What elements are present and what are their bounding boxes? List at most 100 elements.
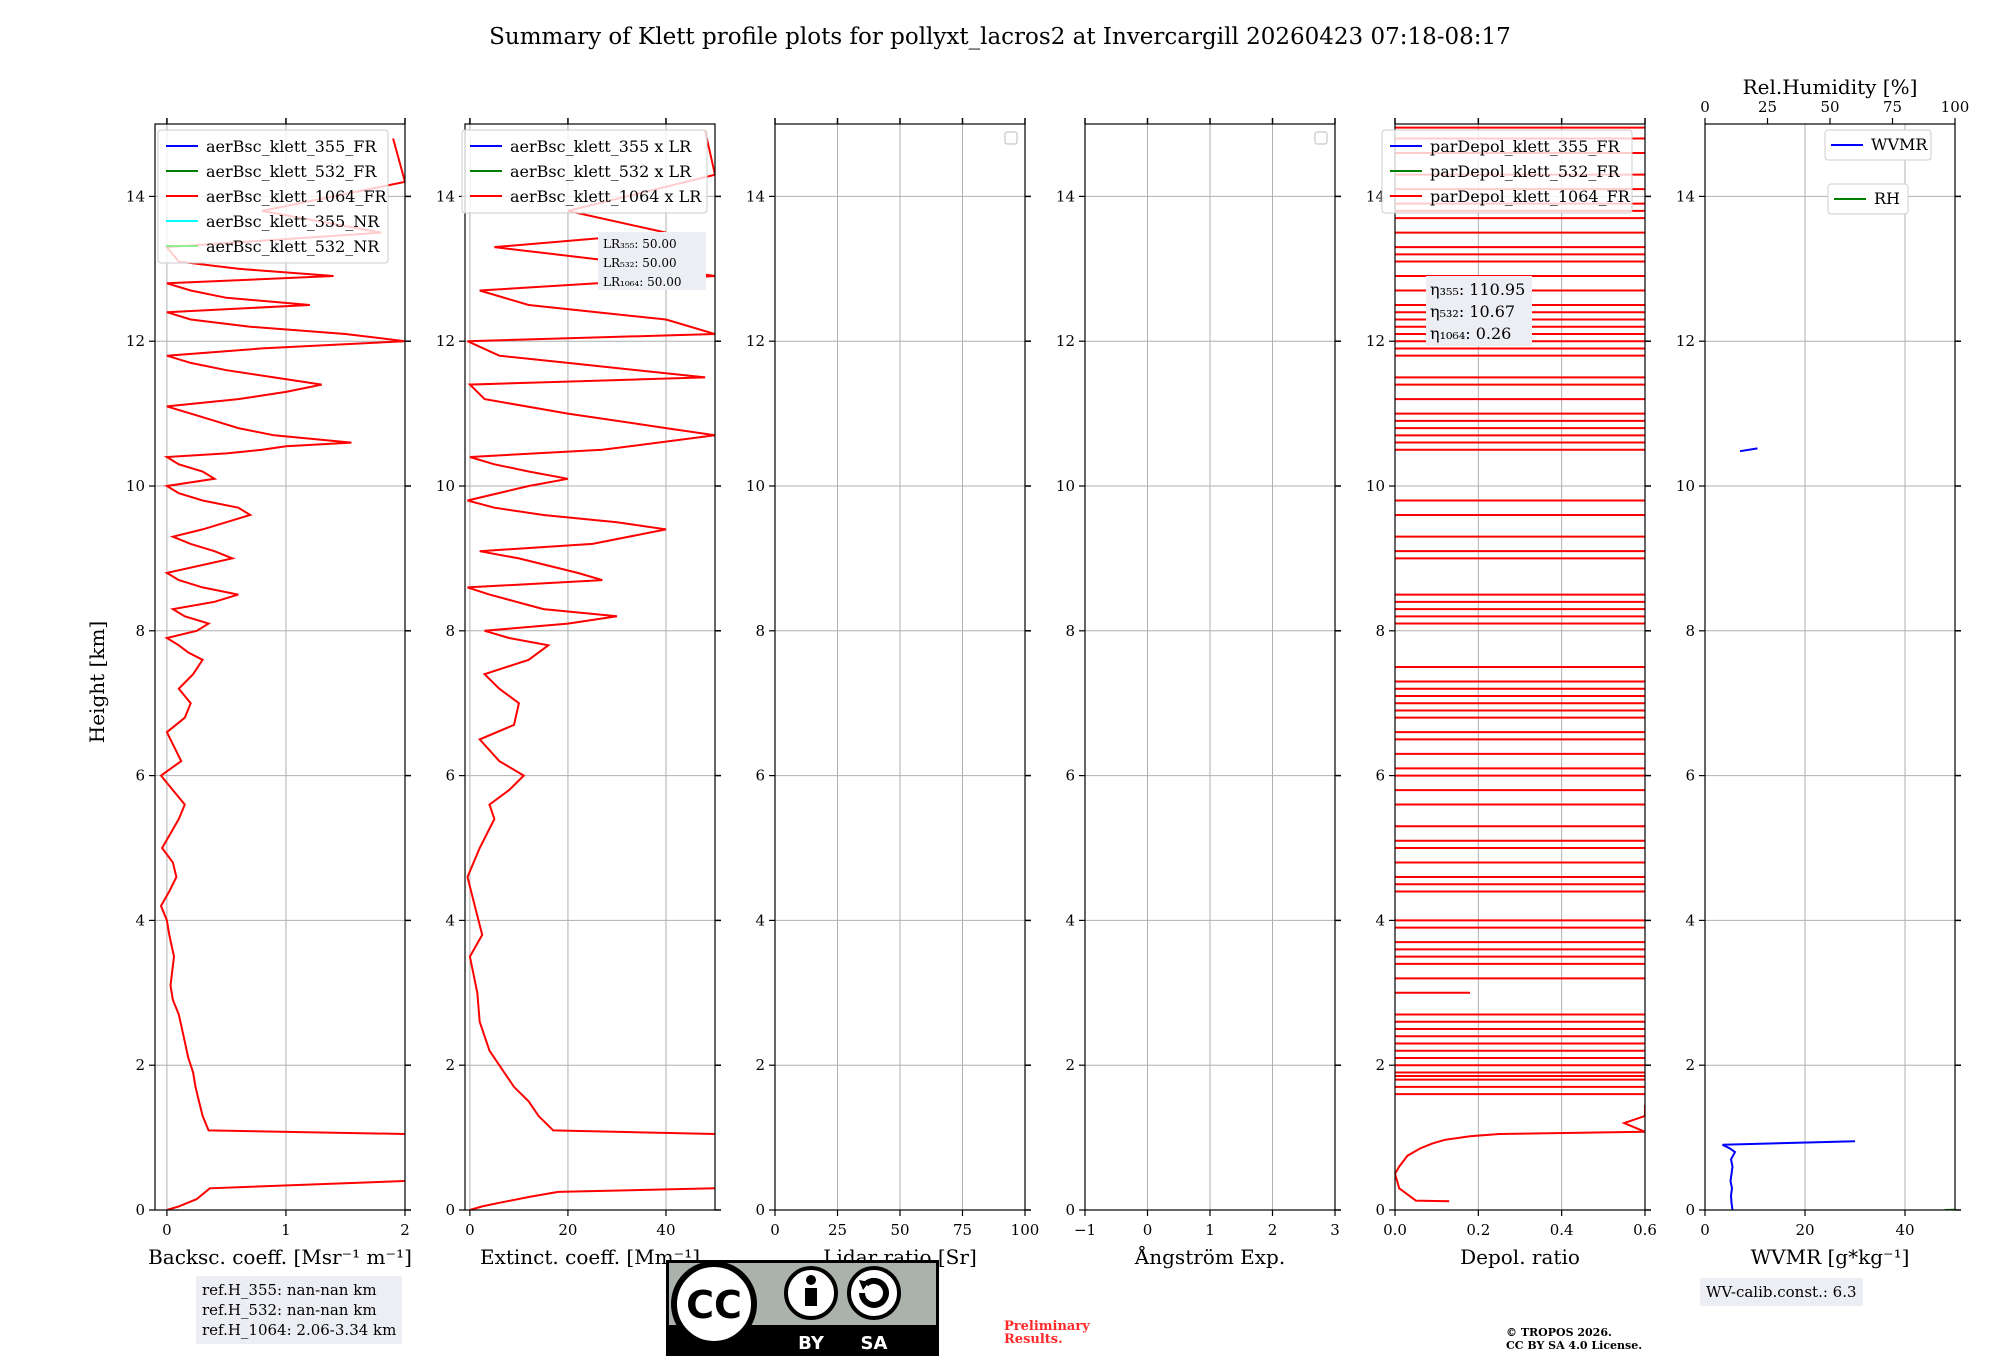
legend-label: aerBsc_klett_1064_FR xyxy=(206,187,388,206)
y-tick-label: 4 xyxy=(1065,911,1075,929)
y-tick-label: 4 xyxy=(1375,911,1385,929)
y-tick-label: 4 xyxy=(135,911,145,929)
wv-calib-box: WV-calib.const.: 6.3 xyxy=(1700,1278,1863,1306)
legend-box xyxy=(157,129,389,264)
y-tick-label: 0 xyxy=(755,1201,765,1219)
y-tick-label: 10 xyxy=(126,477,145,495)
lr-box xyxy=(598,232,706,290)
y-tick-label: 6 xyxy=(1375,767,1385,785)
top-x-tick-label: 100 xyxy=(1941,98,1970,116)
x-tick-label: 20 xyxy=(1795,1221,1814,1239)
legend-label: aerBsc_klett_1064 x LR xyxy=(510,187,702,206)
x-tick-label: 0.4 xyxy=(1550,1221,1574,1239)
ref-h-355: ref.H_355: nan-nan km xyxy=(202,1281,377,1299)
y-tick-label: 10 xyxy=(436,477,455,495)
lr-label: LR₅₃₂: 50.00 xyxy=(603,256,677,270)
y-tick-label: 14 xyxy=(436,187,455,205)
x-tick-label: 40 xyxy=(656,1221,675,1239)
series-group xyxy=(1722,447,1955,1210)
y-tick-label: 0 xyxy=(1685,1201,1695,1219)
axes-frame xyxy=(1704,123,1956,1211)
x-tick-label: 0 xyxy=(770,1221,780,1239)
x-tick-label: 25 xyxy=(828,1221,847,1239)
x-axis-label: WVMR [g*kg⁻¹] xyxy=(1751,1245,1910,1269)
empty-legend-box xyxy=(1314,131,1328,145)
y-tick-label: 14 xyxy=(1366,187,1385,205)
y-tick-label: 10 xyxy=(1676,477,1695,495)
y-tick-label: 8 xyxy=(135,622,145,640)
y-tick-label: 12 xyxy=(1056,332,1075,350)
y-tick-label: 6 xyxy=(135,767,145,785)
y-tick-label: 6 xyxy=(1065,767,1075,785)
y-tick-label: 6 xyxy=(755,767,765,785)
eta-label: η₁₀₆₄: 0.26 xyxy=(1430,324,1511,343)
y-tick-label: 10 xyxy=(1056,477,1075,495)
x-tick-label: 0 xyxy=(162,1221,172,1239)
legend-box xyxy=(461,129,708,214)
panel-2: 0 20 40 0 2 4 6 8 10 12 14 Extinct. coeff. [Mm⁻¹] ae… xyxy=(436,118,721,1269)
top-x-axis-label: Rel.Humidity [%] xyxy=(1743,75,1918,99)
wv-calib-text: WV-calib.const.: 6.3 xyxy=(1706,1283,1857,1301)
legend-box xyxy=(1824,129,1932,161)
series-line-aerBsc_klett_1064_FR xyxy=(159,138,405,1210)
y-tick-label: 2 xyxy=(135,1056,145,1074)
y-tick-label: 8 xyxy=(1065,622,1075,640)
legend-box xyxy=(1381,129,1633,214)
x-tick-label: 2 xyxy=(1268,1221,1278,1239)
eta-box xyxy=(1426,276,1532,346)
series-line-parDepol_klett_1064_FR xyxy=(1395,1105,1645,1203)
y-tick-label: 0 xyxy=(1065,1201,1075,1219)
x-axis-label: Depol. ratio xyxy=(1460,1245,1580,1269)
y-tick-label: 14 xyxy=(1056,187,1075,205)
x-tick-label: 2 xyxy=(400,1221,410,1239)
y-tick-label: 10 xyxy=(746,477,765,495)
y-tick-label: 2 xyxy=(1685,1056,1695,1074)
sa-text: SA xyxy=(861,1333,888,1354)
series-line-RH xyxy=(1944,1208,1955,1210)
top-x-tick-label: 0 xyxy=(1700,98,1710,116)
cc-license-badge: CC BY SA xyxy=(666,1260,939,1356)
legend-label: aerBsc_klett_532_NR xyxy=(206,237,380,256)
top-x-tick-label: 25 xyxy=(1758,98,1777,116)
y-tick-label: 8 xyxy=(1375,622,1385,640)
x-tick-label: 0.0 xyxy=(1383,1221,1407,1239)
legend-label: aerBsc_klett_355_NR xyxy=(206,212,380,231)
ref-height-box: ref.H_355: nan-nan km ref.H_532: nan-nan… xyxy=(196,1276,403,1344)
y-tick-label: 2 xyxy=(1065,1056,1075,1074)
y-tick-label: 0 xyxy=(445,1201,455,1219)
legend-box xyxy=(1827,183,1909,215)
x-tick-label: 0 xyxy=(465,1221,475,1239)
legend-label: aerBsc_klett_532_FR xyxy=(206,162,377,181)
panel-6: 0 20 40 0 2 4 6 8 10 12 14 WVMR [g*kg⁻¹] 0 25 50 75 100 R… xyxy=(1676,75,1970,1269)
x-tick-label: 1 xyxy=(281,1221,291,1239)
lr-label: LR₃₅₅: 50.00 xyxy=(603,237,677,251)
y-tick-label: 2 xyxy=(755,1056,765,1074)
y-tick-label: 8 xyxy=(445,622,455,640)
top-x-tick-label: 50 xyxy=(1820,98,1839,116)
cc-logo-icon xyxy=(671,1261,757,1347)
legend-label: parDepol_klett_532_FR xyxy=(1430,162,1621,181)
ref-h-1064: ref.H_1064: 2.06-3.34 km xyxy=(202,1321,397,1339)
figure-title: Summary of Klett profile plots for polly… xyxy=(489,24,1511,50)
x-tick-label: 0 xyxy=(1700,1221,1710,1239)
x-tick-label: −1 xyxy=(1074,1221,1096,1239)
x-tick-label: 0.6 xyxy=(1633,1221,1657,1239)
x-tick-label: 100 xyxy=(1011,1221,1040,1239)
preliminary-note: Preliminary Results. xyxy=(1004,1320,1090,1346)
x-tick-label: 40 xyxy=(1895,1221,1914,1239)
y-tick-label: 14 xyxy=(746,187,765,205)
y-tick-label: 2 xyxy=(445,1056,455,1074)
copyright-note: © TROPOS 2026. CC BY SA 4.0 License. xyxy=(1506,1326,1642,1352)
y-tick-label: 8 xyxy=(755,622,765,640)
empty-legend-box xyxy=(1004,131,1018,145)
x-tick-label: 0.2 xyxy=(1466,1221,1490,1239)
series-line-aerBsc_klett_1064 x LR xyxy=(466,130,715,1210)
axes-frame xyxy=(1394,123,1646,1211)
panel-5: 0.0 0.2 0.4 0.6 0 2 4 6 8 10 12 14 Depol. ratio parDe… xyxy=(1366,118,1657,1269)
y-tick-label: 14 xyxy=(126,187,145,205)
legend-label: aerBsc_klett_532 x LR xyxy=(510,162,692,181)
